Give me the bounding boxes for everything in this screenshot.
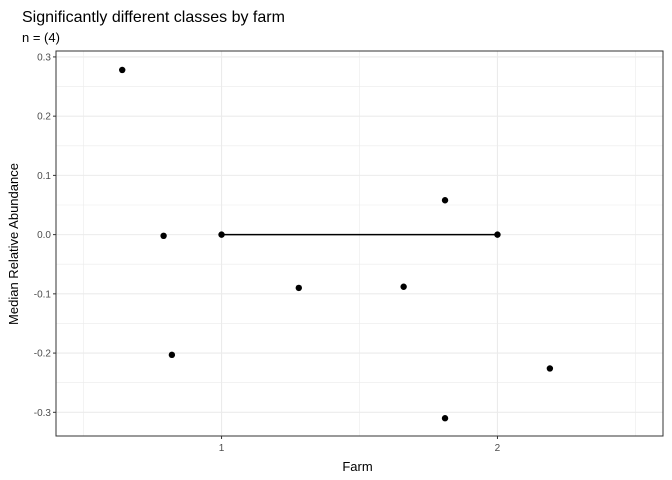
y-tick-label: -0.1	[34, 289, 52, 300]
x-tick-label: 1	[219, 443, 225, 454]
y-tick-label: 0.1	[37, 171, 51, 182]
y-tick-label: 0.0	[37, 230, 51, 241]
chart-title: Significantly different classes by farm	[22, 9, 285, 26]
chart-subtitle: n = (4)	[22, 30, 60, 45]
data-point	[546, 365, 554, 372]
y-tick-label: -0.2	[34, 349, 52, 360]
data-point	[441, 197, 449, 204]
data-point	[168, 351, 176, 359]
data-point	[160, 232, 167, 239]
x-axis-title: Farm	[342, 459, 372, 474]
data-point	[218, 231, 225, 238]
data-point	[119, 66, 126, 74]
y-axis-title: Median Relative Abundance	[6, 163, 21, 325]
x-tick-label: 2	[495, 443, 501, 454]
plot-panel: 0.3 0.2 0.1 0.0 -0.1 -0.2 -0.3 1 2	[34, 50, 664, 454]
data-point	[441, 415, 449, 422]
y-tick-label: -0.3	[34, 408, 52, 419]
y-tick-label: 0.2	[37, 112, 51, 123]
data-point	[494, 231, 501, 238]
data-point	[400, 283, 407, 290]
y-tick-label: 0.3	[37, 52, 51, 63]
data-point	[295, 284, 302, 292]
panel-border	[55, 50, 664, 437]
